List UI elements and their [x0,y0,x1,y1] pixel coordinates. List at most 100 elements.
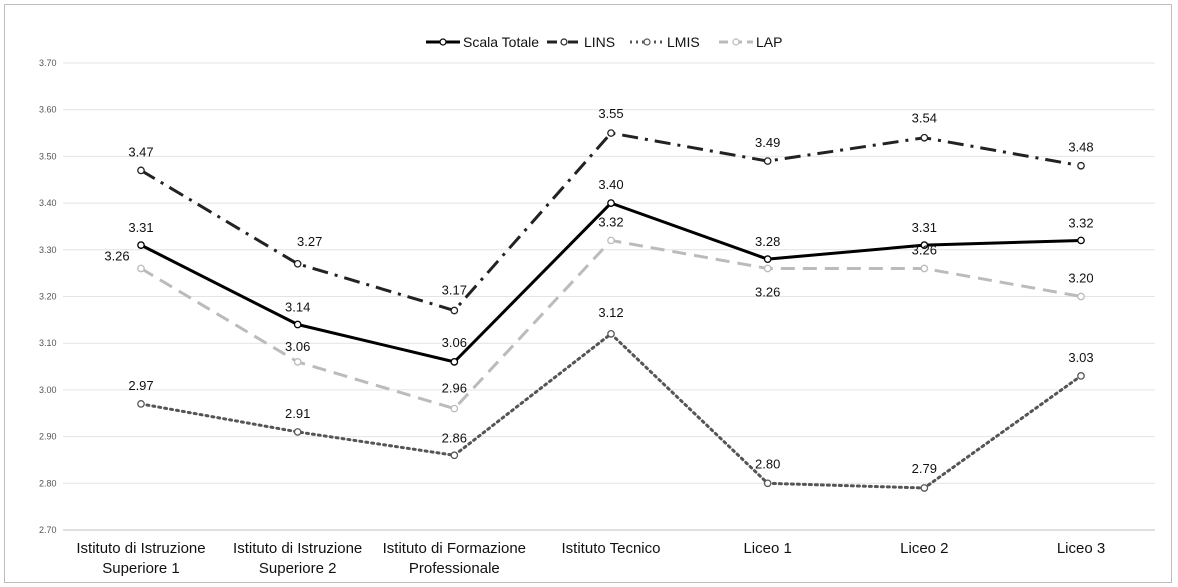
data-point-lins [293,259,302,268]
y-tick-label: 3.20 [39,292,57,302]
data-point-lmis [920,484,929,492]
x-tick-label-line: Liceo 3 [1057,540,1105,557]
data-point-lap [1077,292,1085,301]
data-label-lins: 3.49 [755,135,780,150]
x-tick-label-line: Istituto di Formazione [383,540,526,557]
data-point-lins [763,157,772,165]
data-label-lap: 3.26 [755,284,780,299]
y-tick-label: 2.90 [39,432,57,442]
x-tick-label-line: Superiore 1 [102,560,180,577]
x-tick-label: Istituto di Istruzione Superiore 2 [233,540,362,577]
data-point-scala-totale [920,241,929,249]
data-label-scala-totale: 3.06 [442,335,467,350]
legend-label-lmis: LMIS [667,34,700,50]
data-point-scala-totale [450,358,459,366]
data-point-scala-totale [293,320,302,329]
data-point-lmis [450,451,459,460]
data-labels: 3.31 3.14 3.06 3.40 3.28 3.31 3.32 3.47 3.27 3.17… [104,106,1093,476]
data-label-lmis: 3.03 [1068,350,1093,365]
data-label-lins: 3.27 [297,234,322,249]
data-point-scala-totale [137,241,145,249]
data-label-lmis: 3.12 [598,305,623,320]
data-point-lmis [137,400,145,408]
series-markers [137,129,1085,492]
y-axis: 2.70 2.80 2.90 3.00 3.10 3.20 3.30 3.40 3.50 3.60… [39,58,57,535]
data-point-lins [607,129,615,137]
data-label-lmis: 2.91 [285,406,310,421]
y-tick-label: 2.80 [39,478,57,488]
x-tick-label: Liceo 2 [900,540,948,557]
data-point-scala-totale [763,255,772,263]
x-tick-label: Liceo 1 [743,540,791,557]
data-label-lap: 3.20 [1068,271,1093,286]
data-label-lins: 3.17 [442,283,467,298]
x-tick-label-line: Superiore 2 [259,560,337,577]
x-tick-label: Istituto di Istruzione Superiore 1 [76,540,205,577]
x-tick-label-line: Istituto di Istruzione [233,540,362,557]
chart-frame: 2.70 2.80 2.90 3.00 3.10 3.20 3.30 3.40 3.50 3.60… [4,4,1172,583]
data-point-lmis [1077,372,1085,380]
data-label-lins: 3.47 [128,144,153,159]
data-point-lins [450,306,459,315]
x-tick-label-line: Liceo 1 [743,540,791,557]
data-label-scala-totale: 3.32 [1068,215,1093,230]
data-point-scala-totale [1077,236,1085,245]
data-point-lap [137,264,145,273]
data-point-lap [293,358,302,366]
data-label-lins: 3.55 [598,106,623,121]
y-tick-label: 3.30 [39,245,57,255]
y-tick-label: 2.70 [39,525,57,535]
x-tick-label: Istituto Tecnico [562,540,661,557]
legend-label-lap: LAP [756,34,782,50]
legend: Scala Totale LINS LMIS LAP [426,34,782,50]
legend-marker-lmis [643,38,651,46]
data-label-scala-totale: 3.28 [755,234,780,249]
x-tick-label-line: Liceo 2 [900,540,948,557]
data-point-lins [920,133,929,142]
data-point-scala-totale [607,199,615,207]
data-label-lap: 3.26 [104,248,129,263]
legend-marker-scala-totale [439,38,447,46]
data-label-lap: 3.06 [285,339,310,354]
legend-marker-lap [732,38,740,46]
data-label-lmis: 2.97 [128,378,153,393]
x-tick-label: Liceo 3 [1057,540,1105,557]
data-label-lmis: 2.79 [912,461,937,476]
series-line-lmis [139,332,1083,490]
y-tick-label: 3.10 [39,338,57,348]
data-label-scala-totale: 3.14 [285,300,310,315]
y-tick-label: 3.00 [39,385,57,395]
data-point-lap [607,236,615,245]
legend-label-lins: LINS [584,34,615,50]
x-tick-label-line: Professionale [409,560,500,577]
x-tick-label-line: Istituto di Istruzione [76,540,205,557]
data-label-lap: 3.26 [912,242,937,257]
y-tick-label: 3.60 [39,105,57,115]
data-label-lmis: 2.80 [755,456,780,471]
x-axis: Istituto di Istruzione Superiore 1Istitut… [76,540,1105,577]
data-point-lap [763,264,772,273]
data-point-lap [920,264,929,273]
x-tick-label: Istituto di Formazione Professionale [383,540,526,577]
data-label-lap: 2.96 [442,381,467,396]
data-label-scala-totale: 3.31 [128,220,153,235]
data-point-lmis [607,330,615,338]
data-label-lmis: 2.86 [442,430,467,445]
legend-label-scala-totale: Scala Totale [463,34,539,50]
y-tick-label: 3.70 [39,58,57,68]
data-point-lins [1077,161,1085,170]
data-point-lap [450,404,459,413]
line-chart: 2.70 2.80 2.90 3.00 3.10 3.20 3.30 3.40 3.50 3.60… [39,34,1155,577]
x-tick-label-line: Istituto Tecnico [562,540,661,557]
data-label-lins: 3.54 [912,111,937,126]
series-line-lap [140,238,1082,411]
data-point-lmis [293,428,302,436]
legend-marker-lins [560,38,568,46]
y-tick-label: 3.40 [39,198,57,208]
data-point-lins [137,166,145,175]
y-tick-label: 3.50 [39,151,57,161]
data-label-lins: 3.48 [1068,140,1093,155]
data-label-lap: 3.32 [598,214,623,229]
data-label-scala-totale: 3.31 [912,220,937,235]
data-label-scala-totale: 3.40 [598,177,623,192]
